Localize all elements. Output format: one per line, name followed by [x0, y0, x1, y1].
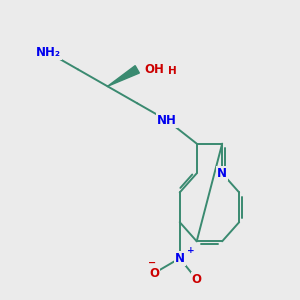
Text: N: N [175, 252, 185, 265]
Text: N: N [217, 167, 227, 180]
Text: O: O [149, 267, 159, 280]
Text: NH₂: NH₂ [36, 46, 61, 59]
Text: OH: OH [144, 63, 164, 76]
Text: +: + [188, 246, 195, 255]
Text: NH: NH [157, 114, 177, 127]
Text: H: H [168, 66, 177, 76]
Text: −: − [148, 258, 156, 268]
Text: O: O [192, 273, 202, 286]
Polygon shape [107, 66, 140, 86]
